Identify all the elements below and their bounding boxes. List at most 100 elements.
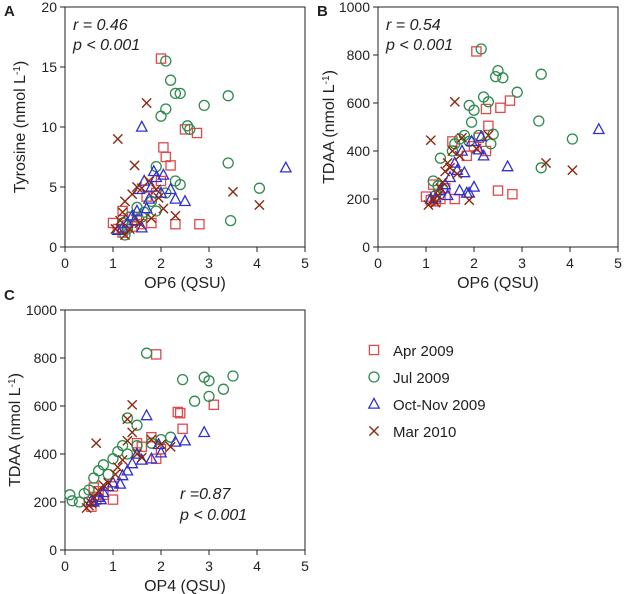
data-point xyxy=(146,434,157,445)
data-point xyxy=(465,116,478,128)
data-point xyxy=(91,438,102,449)
data-point xyxy=(130,447,144,459)
plot-frame xyxy=(377,6,619,248)
y-axis-label: TDAA (nmol L-1) xyxy=(321,70,339,184)
data-point xyxy=(135,120,149,132)
data-point xyxy=(198,99,210,112)
x-tick-label: 4 xyxy=(253,255,261,271)
data-point xyxy=(117,207,128,218)
panel-label: A xyxy=(4,3,15,20)
data-point xyxy=(492,185,504,196)
data-point xyxy=(507,188,518,200)
y-tick-label: 600 xyxy=(34,398,58,414)
data-point xyxy=(142,192,156,204)
data-point xyxy=(254,199,265,211)
data-point xyxy=(448,156,462,168)
x-tick-label: 2 xyxy=(157,558,165,574)
data-point xyxy=(127,427,138,438)
data-point xyxy=(461,150,473,162)
data-point xyxy=(535,162,547,174)
data-point xyxy=(110,469,121,480)
x-tick-label: 2 xyxy=(470,255,478,271)
data-point xyxy=(66,495,78,507)
data-point xyxy=(169,192,182,204)
legend-label: Apr 2009 xyxy=(393,343,454,360)
data-point xyxy=(492,64,504,77)
data-point xyxy=(453,183,466,196)
data-point xyxy=(429,189,442,202)
data-point xyxy=(130,204,144,216)
stat-p: p < 0.001 xyxy=(385,37,453,54)
data-point xyxy=(471,143,482,154)
panel-label: C xyxy=(4,287,15,304)
data-point xyxy=(452,168,463,179)
data-point xyxy=(98,480,109,491)
legend-marker xyxy=(367,397,381,409)
data-point xyxy=(145,451,158,464)
data-point xyxy=(442,157,453,169)
data-point xyxy=(194,218,205,230)
x-axis-label: OP6 (QSU) xyxy=(144,275,226,292)
data-point xyxy=(117,205,128,217)
data-point xyxy=(437,177,448,188)
data-point xyxy=(119,196,131,207)
data-point xyxy=(474,129,488,142)
data-point xyxy=(567,165,578,176)
data-point xyxy=(64,489,76,501)
x-tick-label: 1 xyxy=(109,558,117,574)
data-point xyxy=(188,395,201,407)
x-tick-label: 0 xyxy=(61,558,69,574)
panel-b: 0 1 2 3 4 5 0 200 400 600 800 1000 OP6 (QSU) TDAA (nm… xyxy=(317,0,622,292)
data-point xyxy=(121,463,134,476)
data-point xyxy=(566,133,579,145)
y-tick-label: 0 xyxy=(49,239,57,255)
legend-label: Mar 2010 xyxy=(393,424,456,441)
stat-r: r = 0.46 xyxy=(73,17,128,34)
data-point xyxy=(154,445,168,458)
data-point xyxy=(533,115,545,127)
data-point xyxy=(131,419,143,431)
data-point xyxy=(224,214,237,227)
y-tick-label: 15 xyxy=(41,59,57,75)
data-point xyxy=(131,448,143,460)
x-tick-label: 5 xyxy=(301,558,309,574)
y-tick-label: 800 xyxy=(347,47,371,63)
data-point xyxy=(446,145,459,157)
y-tick-label: 0 xyxy=(362,239,370,255)
data-point xyxy=(435,183,446,194)
data-point xyxy=(438,177,452,190)
data-point xyxy=(136,452,147,463)
data-point xyxy=(440,166,451,177)
data-point xyxy=(140,408,153,421)
data-point xyxy=(86,498,97,509)
data-point xyxy=(181,120,194,132)
data-point xyxy=(131,439,143,452)
data-point xyxy=(145,195,158,208)
data-point xyxy=(164,182,177,195)
data-point xyxy=(158,203,169,214)
data-point xyxy=(97,485,110,498)
data-point xyxy=(127,399,138,410)
data-point xyxy=(113,477,127,489)
data-point xyxy=(103,477,114,488)
data-point xyxy=(170,218,181,230)
data-point xyxy=(427,179,439,190)
data-point xyxy=(150,205,162,217)
data-point xyxy=(164,74,177,86)
panel-label: B xyxy=(317,3,328,20)
data-point xyxy=(434,152,447,164)
data-point xyxy=(427,175,439,187)
data-point xyxy=(501,159,514,172)
y-tick-label: 5 xyxy=(49,179,57,195)
data-point xyxy=(122,435,133,446)
data-point xyxy=(449,96,460,107)
data-point xyxy=(115,215,126,226)
data-point xyxy=(217,383,230,395)
data-point xyxy=(477,148,490,161)
data-point xyxy=(131,201,143,214)
data-point xyxy=(124,223,135,235)
y-tick-label: 20 xyxy=(41,0,57,15)
data-point xyxy=(176,373,189,386)
data-point xyxy=(174,407,186,419)
y-tick-label: 600 xyxy=(347,95,371,111)
